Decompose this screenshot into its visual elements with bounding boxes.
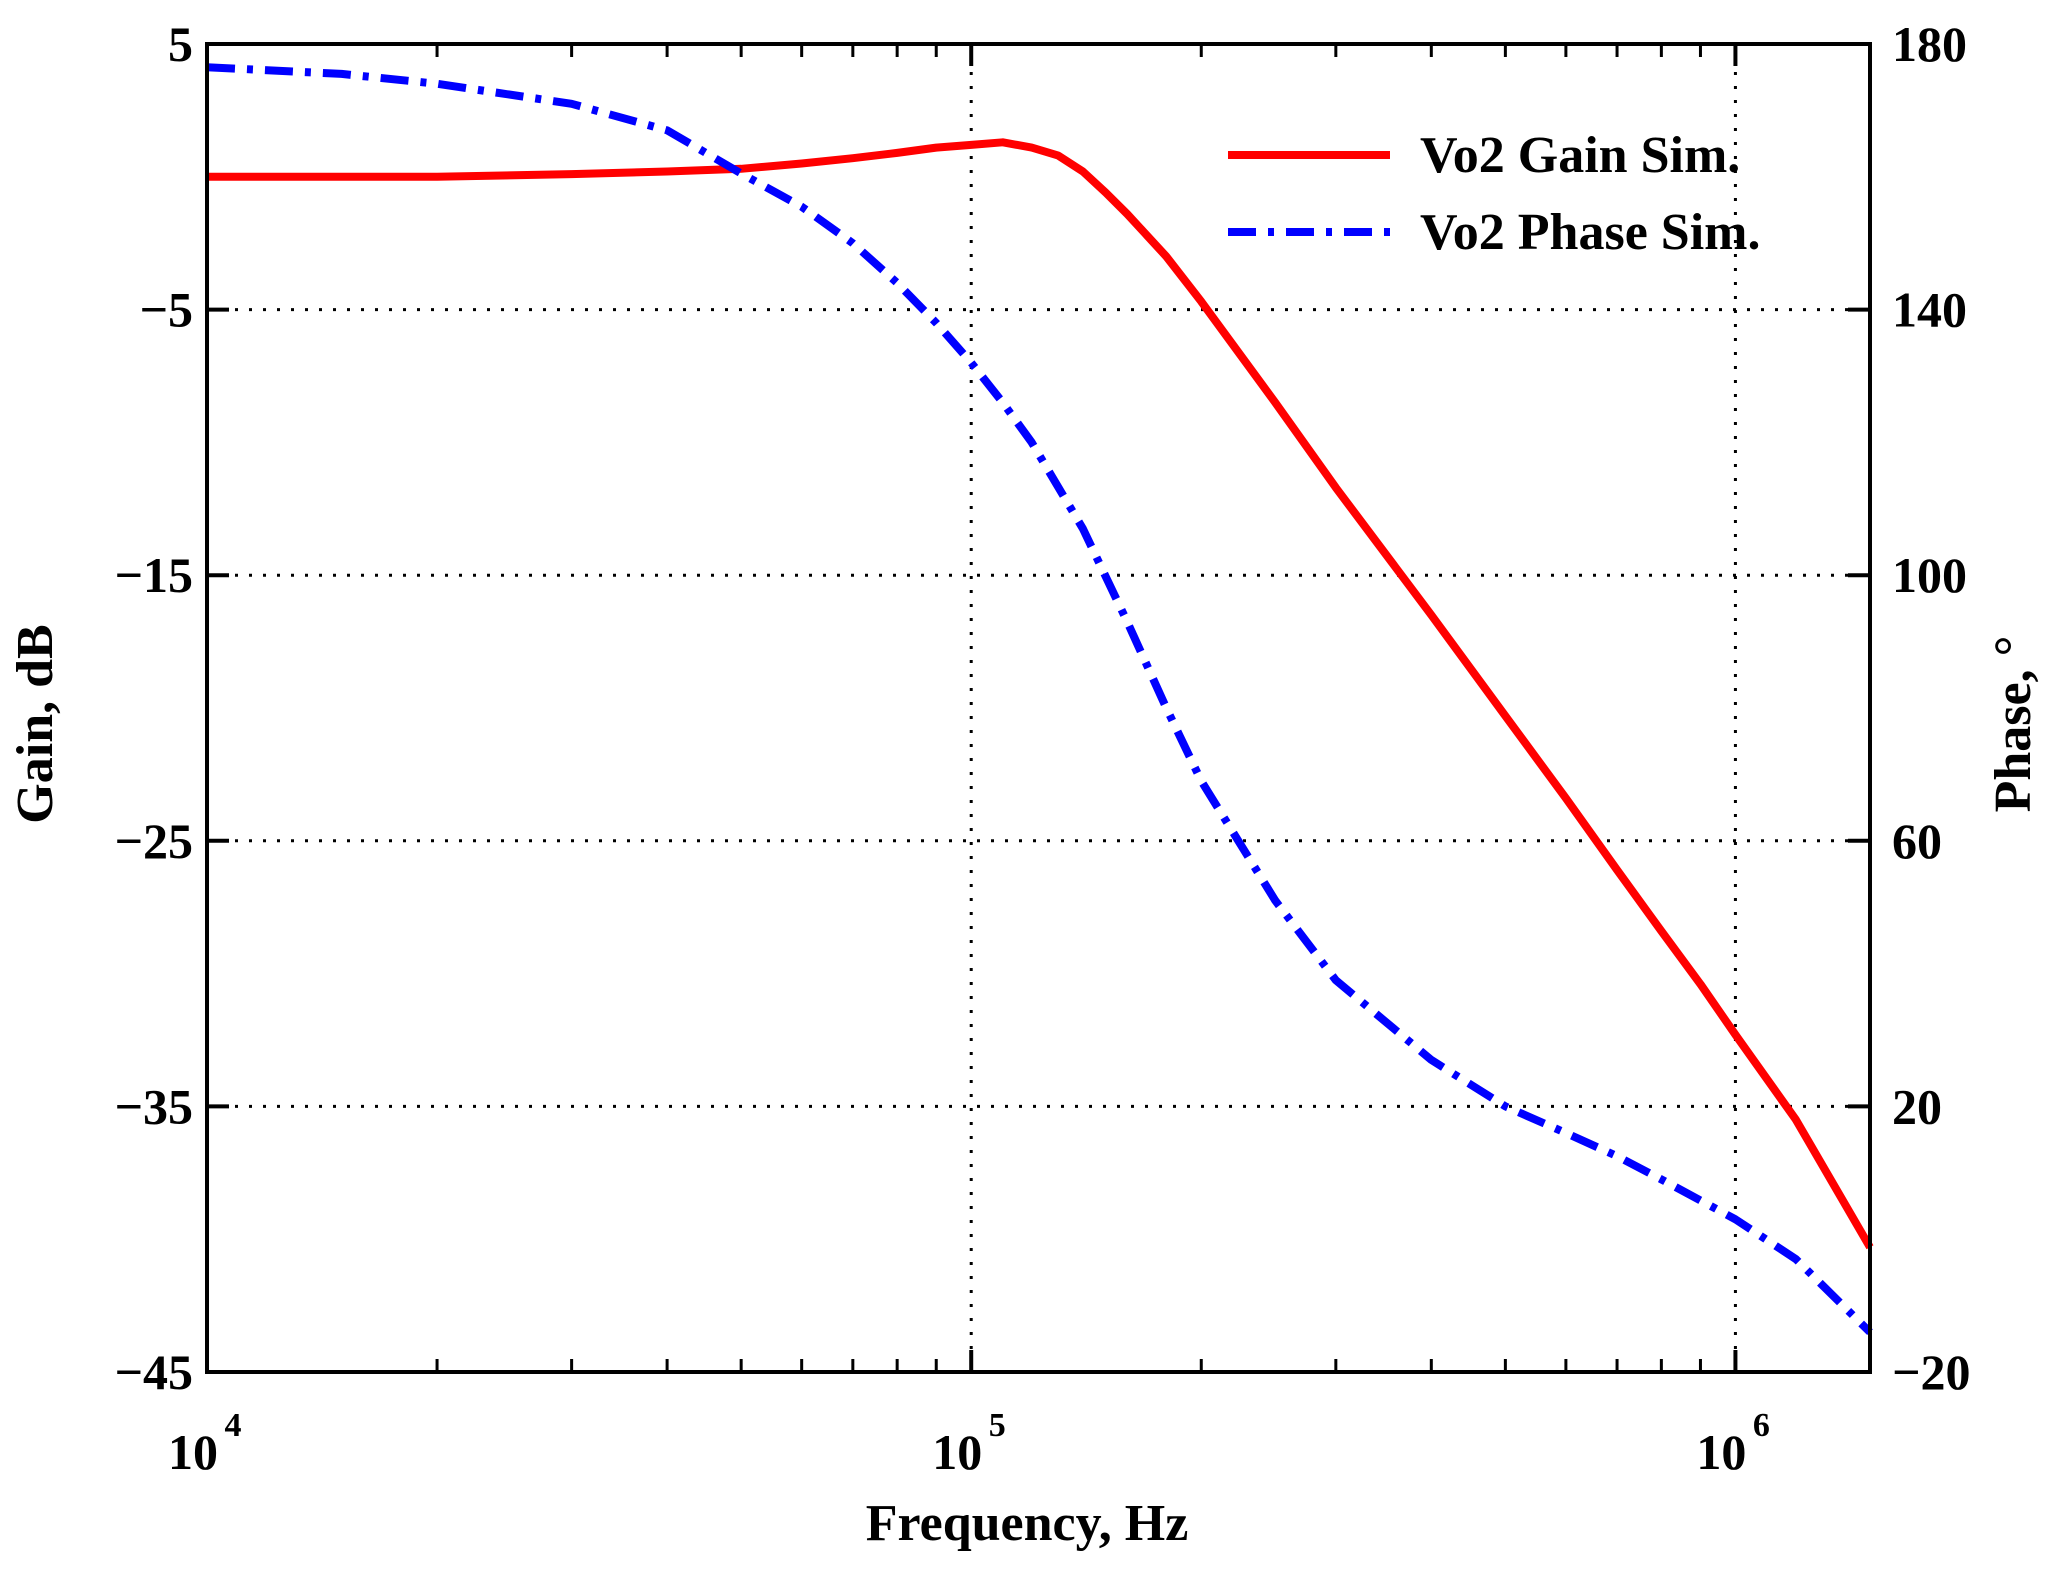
y-right-tick-label: −20 xyxy=(1892,1344,1971,1400)
axis-ticks xyxy=(205,42,1870,1374)
x-tick-label-exponent: 6 xyxy=(1753,1407,1770,1444)
y-left-tick-label: −15 xyxy=(115,547,194,603)
legend: Vo2 Gain Sim. Vo2 Phase Sim. xyxy=(1228,127,1760,261)
legend-label-gain: Vo2 Gain Sim. xyxy=(1420,127,1740,184)
plot-frame xyxy=(205,42,1872,1374)
y-left-tick-label: −35 xyxy=(115,1078,194,1134)
y-left-tick-label: 5 xyxy=(168,16,193,72)
y-axis-left-title: Gain, dB xyxy=(7,624,64,823)
series-phase-line xyxy=(206,63,1873,1336)
y-right-tick-label: 180 xyxy=(1892,16,1967,72)
legend-label-phase: Vo2 Phase Sim. xyxy=(1420,204,1760,261)
y-axis-right-title: Phase, ° xyxy=(1985,636,2042,813)
grid-lines xyxy=(207,44,1870,1372)
y-left-tick-label: −5 xyxy=(140,282,194,338)
series-lines xyxy=(206,63,1874,1336)
x-axis-title: Frequency, Hz xyxy=(866,1495,1189,1552)
y-right-tick-label: 100 xyxy=(1892,547,1967,603)
x-tick-label-base: 10 xyxy=(168,1424,218,1480)
x-tick-label-exponent: 4 xyxy=(225,1407,242,1444)
y-right-tick-label: 60 xyxy=(1892,813,1942,869)
x-tick-label-exponent: 5 xyxy=(989,1407,1006,1444)
x-tick-label-base: 10 xyxy=(1696,1424,1746,1480)
x-tick-label-base: 10 xyxy=(932,1424,982,1480)
y-left-tick-label: −25 xyxy=(115,813,194,869)
y-left-tick-label: −45 xyxy=(115,1344,194,1400)
y-right-tick-label: 140 xyxy=(1892,282,1967,338)
y-right-tick-label: 20 xyxy=(1892,1078,1942,1134)
